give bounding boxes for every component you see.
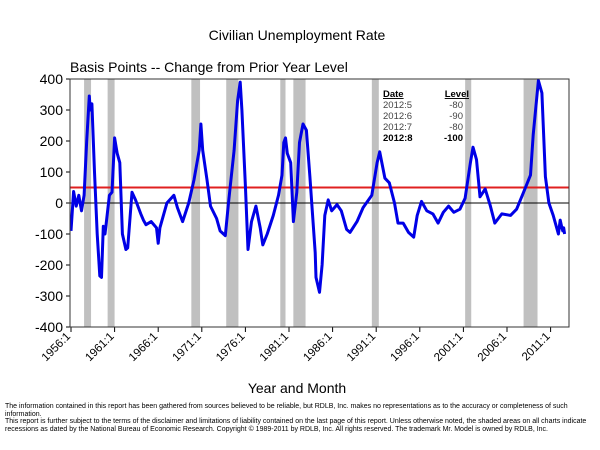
x-tick-label: 1981:1 <box>258 331 291 364</box>
y-tick-label: -400 <box>35 319 63 335</box>
legend-header-date: Date <box>383 89 404 100</box>
y-tick-label: -300 <box>35 288 63 304</box>
legend-date: 2012:5 <box>383 100 412 111</box>
x-tick-label: 1971:1 <box>171 331 204 364</box>
disclaimer-footer: The information contained in this report… <box>5 403 597 433</box>
y-tick-label: 400 <box>40 71 64 87</box>
x-axis-label: Year and Month <box>248 380 346 396</box>
legend-level-latest: -100 <box>444 133 463 144</box>
y-tick-label: -100 <box>35 226 63 242</box>
footer-line: recessions as dated by the National Bure… <box>5 425 548 433</box>
x-tick-label: 1986:1 <box>301 331 334 364</box>
x-tick-label: 1996:1 <box>389 331 422 364</box>
plot-frame <box>69 78 570 328</box>
chart-subtitle: Basis Points -- Change from Prior Year L… <box>70 59 348 75</box>
y-tick-label: 0 <box>55 195 63 211</box>
legend-level: -80 <box>449 100 463 111</box>
legend-date: 2012:7 <box>383 122 412 133</box>
x-tick-label: 1976:1 <box>214 331 247 364</box>
x-axis: 1956:1 1961:1 1966:1 1971:1 1976:1 1981:1 1986… <box>40 327 553 364</box>
x-tick-label: 1991:1 <box>345 331 378 364</box>
x-tick-label: 2006:1 <box>476 331 509 364</box>
footer-line: This report is further subject to the te… <box>5 418 587 426</box>
y-axis: -400 -300 -200 -100 0 100 200 300 400 <box>35 71 70 335</box>
legend-level: -90 <box>449 111 463 122</box>
x-tick-label: 2001:1 <box>432 331 465 364</box>
x-tick-label: 1961:1 <box>83 331 116 364</box>
chart-title: Civilian Unemployment Rate <box>209 27 386 43</box>
y-tick-label: 300 <box>40 102 64 118</box>
y-tick-label: -200 <box>35 257 63 273</box>
legend-date: 2012:6 <box>383 111 412 122</box>
legend-level: -80 <box>449 122 463 133</box>
x-tick-label: 2011:1 <box>520 331 553 364</box>
footer-line: The information contained in this report… <box>5 403 568 418</box>
legend-table: Date Level 2012:5 -80 2012:6 -90 2012:7 … <box>383 89 469 144</box>
y-tick-label: 200 <box>40 133 64 149</box>
x-tick-label: 1956:1 <box>40 331 73 364</box>
legend-header-level: Level <box>445 89 469 100</box>
y-tick-label: 100 <box>40 164 64 180</box>
x-tick-label: 1966:1 <box>127 331 160 364</box>
legend-date-latest: 2012:8 <box>383 133 413 144</box>
series-line <box>69 79 567 294</box>
